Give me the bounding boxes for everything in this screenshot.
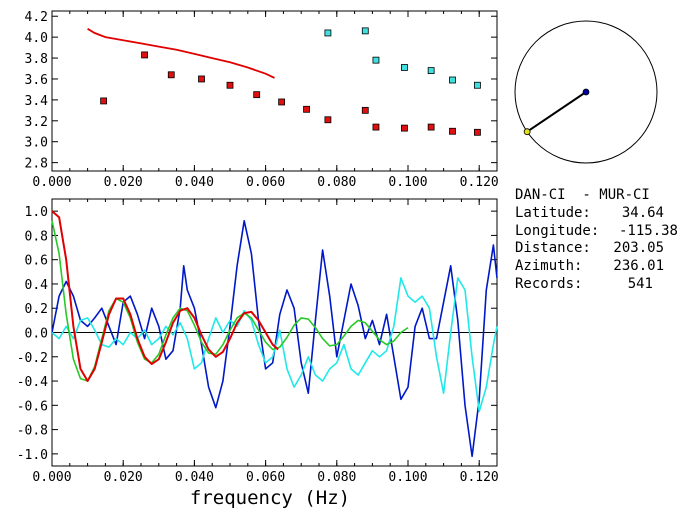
top-x-tick-label: 0.060 bbox=[246, 175, 285, 190]
dispersion-point-cyan bbox=[361, 27, 369, 35]
bottom-x-tick-label: 0.000 bbox=[32, 470, 71, 485]
compass-tip-dot bbox=[523, 128, 531, 136]
dispersion-point-red bbox=[303, 105, 310, 113]
dispersion-point-red bbox=[100, 97, 108, 105]
bottom-y-tick-label: 0.2 bbox=[25, 302, 48, 317]
top-x-tick-label: 0.080 bbox=[317, 175, 356, 190]
top-y-tick-label: 3.0 bbox=[25, 136, 48, 151]
top-x-tick-label: 0.020 bbox=[104, 175, 143, 190]
dispersion-point-red bbox=[372, 123, 380, 131]
dispersion-point-red bbox=[449, 127, 456, 135]
top-x-tick-label: 0.120 bbox=[460, 175, 499, 190]
azimuth-compass bbox=[514, 20, 658, 164]
bottom-y-tick-label: -0.2 bbox=[17, 351, 48, 366]
station-pair-title: DAN-CI - MUR-CI bbox=[515, 187, 650, 203]
dispersion-point-cyan bbox=[324, 29, 332, 37]
dispersion-curve bbox=[87, 28, 275, 79]
distance-label: Distance: bbox=[515, 240, 591, 256]
dispersion-point-cyan bbox=[449, 76, 456, 84]
top-y-tick-label: 3.6 bbox=[25, 73, 48, 88]
bottom-y-tick-label: 0.4 bbox=[25, 278, 49, 293]
top-y-tick-label: 4.2 bbox=[25, 10, 48, 25]
top-x-tick-label: 0.040 bbox=[175, 175, 214, 190]
top-y-tick-label: 3.2 bbox=[25, 115, 48, 130]
bottom-x-tick-label: 0.080 bbox=[317, 470, 356, 485]
bottom-y-tick-label: -0.4 bbox=[17, 375, 48, 390]
dispersion-point-red bbox=[141, 51, 148, 59]
dispersion-point-red bbox=[253, 91, 261, 99]
top-x-tick-label: 0.100 bbox=[388, 175, 427, 190]
bottom-y-tick-label: -0.8 bbox=[17, 424, 48, 439]
dispersion-point-red bbox=[278, 98, 286, 106]
dispersion-point-red bbox=[324, 116, 332, 124]
records-value: 541 bbox=[628, 276, 653, 292]
waveform-series-3 bbox=[51, 220, 409, 382]
waveform-series-2 bbox=[51, 277, 498, 413]
top-y-tick-label: 3.8 bbox=[25, 52, 48, 67]
x-axis-title: frequency (Hz) bbox=[190, 487, 350, 509]
bottom-y-tick-label: -0.6 bbox=[17, 399, 48, 414]
top-x-tick-label: 0.000 bbox=[32, 175, 71, 190]
bottom-y-tick-label: 0.8 bbox=[25, 229, 48, 244]
top-y-tick-label: 3.4 bbox=[25, 94, 49, 109]
waveform-series-4 bbox=[51, 210, 279, 382]
azimuth-value: 236.01 bbox=[613, 258, 664, 274]
compass-circle bbox=[514, 20, 658, 164]
top-frame bbox=[51, 10, 498, 172]
dispersion-point-red bbox=[361, 106, 369, 114]
dispersion-plot: 0.000 0.020 0.040 0.060 0.080 0.100 0.120 2.8 3.… bbox=[25, 10, 499, 190]
longitude-label: Longitude: bbox=[515, 223, 599, 239]
dispersion-point-red bbox=[401, 124, 408, 132]
bottom-x-tick-label: 0.040 bbox=[175, 470, 214, 485]
top-y-tick-label: 2.8 bbox=[25, 157, 48, 172]
dispersion-point-red bbox=[226, 81, 234, 89]
station-info-panel: DAN-CI - MUR-CI Latitude: 34.64 Longitud… bbox=[515, 187, 678, 292]
longitude-value: -115.38 bbox=[619, 223, 678, 239]
distance-value: 203.05 bbox=[613, 240, 664, 256]
dispersion-point-red bbox=[167, 71, 175, 79]
dispersion-point-cyan bbox=[401, 64, 408, 71]
waveform-series-1 bbox=[51, 220, 498, 458]
latitude-value: 34.64 bbox=[622, 205, 664, 221]
bottom-y-tick-label: -1.0 bbox=[17, 448, 48, 463]
azimuth-label: Azimuth: bbox=[515, 258, 582, 274]
bottom-y-tick-label: 1.0 bbox=[25, 205, 48, 220]
bottom-x-tick-label: 0.020 bbox=[104, 470, 143, 485]
bottom-y-tick-label: 0.6 bbox=[25, 254, 48, 269]
compass-center-dot bbox=[582, 88, 590, 96]
dispersion-point-red bbox=[474, 128, 481, 136]
latitude-label: Latitude: bbox=[515, 205, 591, 221]
dispersion-point-red bbox=[427, 123, 435, 131]
correlation-plot: 0.000 0.020 0.040 0.060 0.080 0.100 0.120 1.0 0.… bbox=[17, 198, 499, 485]
dispersion-point-red bbox=[198, 75, 205, 83]
azimuth-line bbox=[526, 91, 587, 133]
bottom-x-tick-label: 0.060 bbox=[246, 470, 285, 485]
bottom-x-tick-label: 0.120 bbox=[460, 470, 499, 485]
dispersion-point-cyan bbox=[372, 56, 380, 64]
records-label: Records: bbox=[515, 276, 582, 292]
top-y-tick-label: 4.0 bbox=[25, 31, 48, 46]
dispersion-point-cyan bbox=[474, 81, 481, 89]
dispersion-point-cyan bbox=[427, 67, 435, 75]
bottom-x-tick-label: 0.100 bbox=[388, 470, 427, 485]
bottom-y-tick-label: 0.0 bbox=[25, 327, 48, 342]
